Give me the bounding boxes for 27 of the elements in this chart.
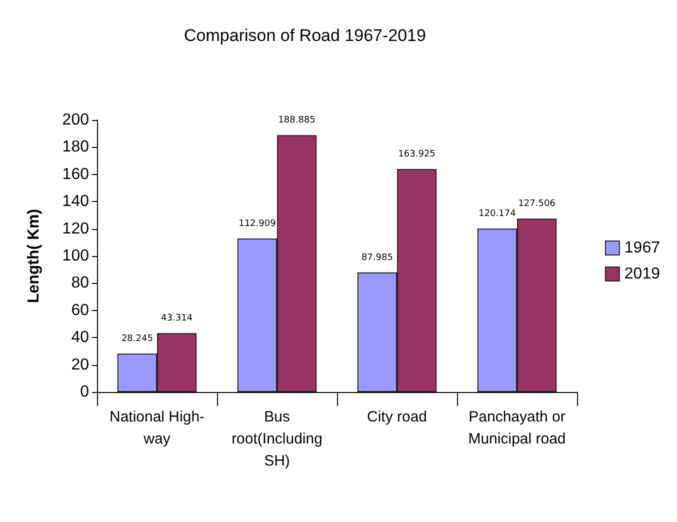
- data-label: 87.985: [361, 252, 393, 263]
- y-axis-title: Length( Km): [26, 208, 42, 304]
- y-tick-label: 60: [71, 302, 90, 319]
- y-tick-label: 80: [71, 274, 90, 292]
- data-label: 120.174: [478, 209, 516, 220]
- x-tick-label: Panchayath or Municipal road: [468, 408, 566, 448]
- data-label: 112.909: [238, 218, 276, 229]
- y-tick-label: 180: [62, 138, 90, 156]
- legend-label: 1967: [624, 240, 660, 256]
- x-tick-label: Bus root(Including SH): [232, 408, 322, 470]
- y-tick-label: 100: [62, 248, 90, 264]
- data-label: 188.885: [278, 116, 316, 126]
- chart-title: Comparison of Road 1967-2019: [184, 26, 426, 45]
- y-tick-label: 160: [62, 166, 90, 183]
- y-tick-label: 40: [71, 329, 90, 346]
- y-tick-label: 20: [71, 356, 90, 374]
- legend-label: 2019: [624, 266, 660, 282]
- y-tick-label: 0: [80, 384, 90, 400]
- y-tick-label: 200: [62, 112, 90, 128]
- y-tick-label: 140: [62, 193, 90, 210]
- data-label: 28.245: [121, 334, 153, 344]
- x-tick-label: City road: [366, 408, 428, 426]
- data-label: 43.314: [161, 314, 193, 324]
- x-tick-label: National High- way: [109, 408, 205, 448]
- y-tick-label: 120: [62, 220, 90, 238]
- data-label: 163.925: [398, 150, 436, 160]
- data-label: 127.506: [518, 199, 556, 210]
